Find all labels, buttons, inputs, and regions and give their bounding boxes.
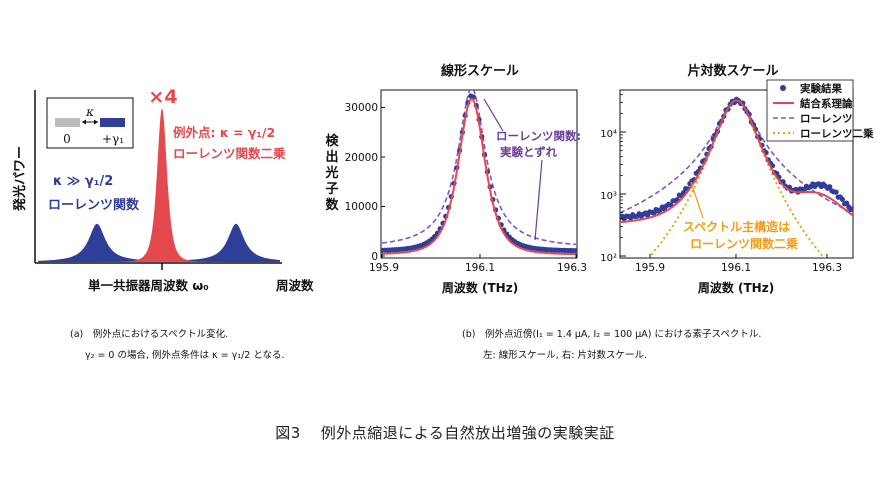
log-data-point	[850, 206, 853, 212]
inset-coupled-resonators: κ 0 +γ₁	[46, 97, 134, 149]
panel-a-x-label-freq: 周波数	[276, 278, 314, 293]
log-theory-line	[620, 99, 853, 224]
linear-x-ticks: 195.9 196.1 196.3	[369, 254, 587, 274]
log-xtick-label-1959: 195.9	[635, 262, 665, 274]
linear-lorentz-dashed-line	[381, 90, 577, 246]
linear-xtick-label-1959: 195.9	[369, 262, 399, 274]
figure-number: 図3	[275, 424, 301, 442]
legend-points-marker	[780, 85, 786, 91]
panel-a: κ 0 +γ₁ ×4 例外点: κ = γ₁/2 ローレンツ関数二乗 κ ≫ γ…	[12, 86, 314, 293]
caption-a-line1: (a) 例外点におけるスペクトル変化.	[70, 329, 229, 340]
linear-x-label: 周波数 (THz)	[442, 280, 518, 295]
caption-a-line2: γ₂ = 0 の場合, 例外点条件は κ = γ₁/2 となる.	[85, 350, 285, 361]
linear-annotation-line1: ローレンツ関数:	[496, 129, 581, 143]
inset-loss-cavity	[100, 118, 125, 127]
figure-title: 図3 例外点縮退による自然放出増強の実験実証	[0, 422, 890, 443]
caption-b-line2: 左: 線形スケール, 右: 片対数スケール.	[483, 350, 648, 361]
log-xtick-label-1961: 196.1	[721, 262, 751, 274]
log-xtick-label-1963: 196.3	[812, 262, 842, 274]
exceptional-point-spectrum	[38, 108, 280, 262]
log-data-point	[844, 200, 850, 206]
linear-plot-area	[381, 90, 577, 256]
linear-y-label: 検 出 光 子 数	[324, 133, 339, 213]
linear-annotation-pointer-bottom	[534, 159, 543, 241]
legend-label-theory: 結合系理論	[800, 97, 853, 110]
coupling-arrow-head-left	[82, 119, 86, 125]
linear-ylabel-c4: 数	[325, 197, 339, 213]
weak-condition-label: κ ≫ γ₁/2	[53, 174, 113, 189]
legend-label-lorentz-squared: ローレンツ二乗	[800, 127, 874, 140]
caption-b-line1: (b) 例外点近傍(I₁ = 1.4 μA, I₂ = 100 μA) における…	[462, 329, 762, 340]
ep-lorentz-squared-label: ローレンツ関数二乗	[173, 146, 286, 161]
linear-y-ticks: 0 10000 20000 30000	[345, 102, 385, 263]
linear-ytick-label-20000: 20000	[345, 152, 378, 164]
inset-gamma1: +γ₁	[102, 132, 124, 146]
linear-ytick-label-30000: 30000	[345, 102, 378, 114]
linear-theory-line	[381, 97, 577, 256]
log-annotation-line2: ローレンツ関数二乗	[690, 236, 798, 251]
log-ytick-label-1e4: 10⁴	[600, 129, 617, 140]
linear-data-point	[573, 248, 577, 254]
ep-condition-label: 例外点: κ = γ₁/2	[173, 125, 275, 140]
inset-kappa: κ	[85, 105, 94, 119]
inset-zero: 0	[63, 132, 71, 146]
linear-ytick-label-10000: 10000	[345, 201, 378, 213]
linear-ytick-label-0: 0	[371, 251, 378, 263]
linear-ylabel-c0: 検	[325, 133, 339, 149]
log-ytick-label-1e3: 10³	[600, 191, 617, 202]
log-data-point	[839, 196, 846, 202]
linear-ylabel-c1: 出	[325, 149, 338, 165]
chart-title-linear: 線形スケール	[441, 63, 519, 79]
weak-coupling-spectrum	[38, 223, 280, 262]
log-ytick-label-1e2: 10²	[600, 253, 617, 264]
linear-annotation-pointer-top	[483, 98, 504, 132]
linear-scale-chart: 線形スケール 0 10000 20000 30000 195.9 196.1 1…	[324, 63, 587, 295]
log-x-ticks: 195.9 196.1 196.3	[635, 254, 842, 274]
times4-label: ×4	[148, 86, 177, 108]
linear-ylabel-c3: 子	[325, 182, 338, 197]
panel-a-y-label: 発光パワー	[12, 146, 28, 212]
linear-xtick-label-1963: 196.3	[557, 262, 587, 274]
log-plot-area	[620, 96, 853, 258]
weak-lorentz-label: ローレンツ関数	[48, 197, 140, 213]
log-data-point	[827, 184, 833, 190]
coupling-arrow-head-right	[94, 119, 98, 125]
legend-label-points: 実験結果	[800, 82, 842, 95]
legend-label-lorentz: ローレンツ	[800, 113, 853, 125]
log-scale-chart: 片対数スケール 10² 10³ 10⁴ 195.9 196.1 196.3 周波…	[600, 63, 874, 295]
figure-title-text: 例外点縮退による自然放出増強の実験実証	[320, 424, 615, 442]
log-y-ticks: 10² 10³ 10⁴	[600, 129, 626, 264]
log-minor-ticks	[620, 94, 623, 238]
chart-title-log: 片対数スケール	[687, 63, 778, 79]
linear-annotation-line2: 実験とずれ	[500, 145, 558, 159]
log-annotation-pointer	[690, 181, 704, 219]
log-legend: 実験結果 結合系理論 ローレンツ ローレンツ二乗	[766, 79, 874, 142]
inset-gain-cavity	[55, 118, 80, 127]
linear-ylabel-c2: 光	[324, 165, 338, 181]
log-x-label: 周波数 (THz)	[698, 280, 774, 295]
linear-plot-frame	[380, 89, 578, 259]
panel-a-x-label: 単一共振器周波数 ω₀	[88, 278, 209, 293]
log-annotation-line1: スペクトル主構造は	[683, 219, 790, 234]
linear-xtick-label-1961: 196.1	[465, 262, 495, 274]
log-data-point	[833, 189, 839, 195]
